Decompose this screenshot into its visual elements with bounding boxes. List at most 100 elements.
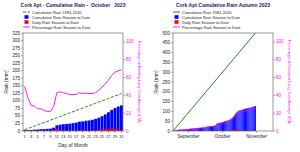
bar: [52, 128, 55, 131]
bar: [227, 120, 229, 131]
y-tick: [171, 52, 173, 53]
y-tick-label: 125: [12, 91, 20, 96]
y-tick-label: 225: [12, 61, 20, 66]
bar: [241, 110, 243, 131]
y-tick-label: 100: [12, 98, 20, 103]
y-tick-label: 450: [162, 40, 170, 45]
x-tick: [76, 131, 77, 133]
x-tick: [188, 131, 189, 133]
y-tick-label: 100: [162, 109, 170, 114]
y2-tick: [273, 41, 275, 42]
x-tick: [63, 131, 64, 133]
y2-axis-label: Percentage of Monthly Long-Term Average …: [137, 41, 141, 124]
bar: [239, 110, 241, 131]
y-axis-label: Rain (mm): [153, 70, 159, 94]
y2-tick: [123, 77, 125, 78]
y2-tick: [273, 95, 275, 96]
legend-swatch: [173, 12, 180, 13]
x-tick-label: 21: [87, 134, 92, 139]
bar: [94, 119, 97, 131]
y-tick: [171, 111, 173, 112]
bar: [245, 109, 247, 131]
x-tick-label: 13: [61, 134, 66, 139]
y-tick-label: 175: [12, 76, 20, 81]
x-tick: [56, 131, 57, 133]
x-tick: [69, 131, 70, 133]
x-tick-label: 29: [113, 134, 118, 139]
bar: [97, 118, 100, 131]
bar: [248, 108, 250, 131]
x-tick: [256, 131, 257, 133]
x-tick: [89, 131, 90, 133]
y2-tick: [123, 95, 125, 96]
y-tick: [171, 72, 173, 73]
x-tick-label: 9: [49, 134, 52, 139]
y-tick: [21, 108, 23, 109]
bar: [117, 107, 120, 131]
y-tick-label: 250: [12, 53, 20, 58]
plot-frame: [23, 33, 123, 131]
x-tick-label: 5: [36, 134, 39, 139]
bar: [249, 108, 251, 131]
y2-tick: [273, 59, 275, 60]
y-tick: [21, 115, 23, 116]
y-tick: [171, 91, 173, 92]
y-tick: [21, 40, 23, 41]
bar: [62, 124, 65, 131]
y-axis-label: Rain (mm): [3, 70, 9, 94]
bar: [91, 120, 94, 131]
bar: [104, 114, 107, 131]
y2-tick: [123, 113, 125, 114]
line: [173, 108, 255, 131]
line: [25, 94, 122, 130]
bar: [250, 107, 252, 131]
y-tick-label: 350: [162, 60, 170, 65]
legend-swatch: [23, 12, 30, 13]
bar: [101, 116, 104, 131]
y-tick-label: 0: [17, 129, 20, 134]
x-tick: [108, 131, 109, 133]
bar: [225, 121, 227, 131]
legend: Cumulative Rain 1981-2010Cumulative Rain…: [23, 10, 91, 30]
legend: Cumulative Rain 1981-2010Cumulative Rain…: [173, 10, 241, 30]
bar: [246, 108, 248, 131]
y-tick: [171, 42, 173, 43]
y2-tick: [123, 131, 125, 132]
bar: [55, 125, 58, 131]
bar: [120, 105, 123, 131]
y2-tick-label: 80: [126, 57, 132, 62]
bar: [237, 111, 239, 131]
bar: [254, 106, 256, 131]
bar: [68, 124, 71, 131]
bar: [72, 123, 75, 131]
y-tick: [21, 78, 23, 79]
legend-swatch: [173, 27, 180, 28]
legend-entry: Percentage Rain Season to Date: [182, 25, 241, 30]
bar: [46, 129, 49, 131]
y2-tick-label: 0: [276, 129, 279, 134]
figure: 1357911131517192123252729310255075100125…: [0, 0, 300, 152]
y2-tick: [273, 77, 275, 78]
x-tick: [50, 131, 51, 133]
x-tick-label: 3: [30, 134, 33, 139]
y2-tick: [273, 113, 275, 114]
bar: [251, 107, 253, 131]
y-tick-label: 50: [15, 113, 21, 118]
bar: [84, 121, 87, 131]
legend-entry: Percentage Rain Season to Date: [32, 25, 91, 30]
x-tick-label: 19: [80, 134, 85, 139]
bar: [252, 107, 254, 131]
y-tick-label: 400: [162, 50, 170, 55]
y2-tick-label: 60: [126, 75, 132, 80]
y2-tick-label: 100: [126, 39, 134, 44]
y-tick: [21, 93, 23, 94]
y2-tick: [273, 131, 275, 132]
bar: [81, 121, 84, 131]
y-tick-label: 275: [12, 46, 20, 51]
data-area: [173, 33, 256, 131]
x-tick-label: October: [214, 134, 231, 139]
plot-frame: [173, 33, 273, 131]
title: Cork Apt Cumulative Rain Autumn 2023: [176, 2, 270, 8]
x-tick: [43, 131, 44, 133]
y-tick-label: 300: [162, 70, 170, 75]
